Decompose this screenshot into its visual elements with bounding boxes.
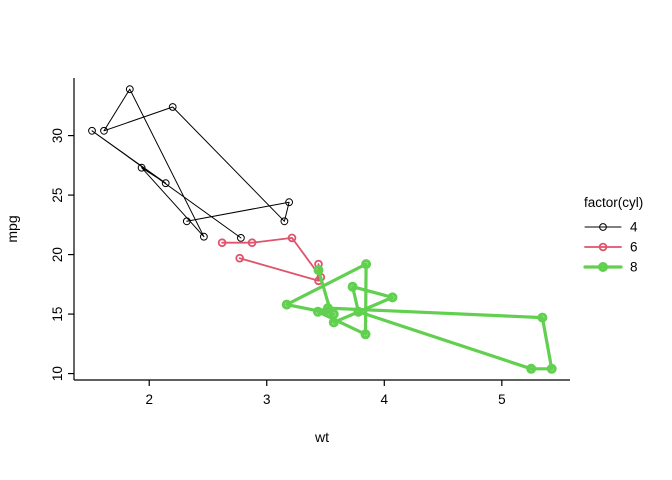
y-tick-label: 30 xyxy=(50,128,65,143)
series-line-cyl-4 xyxy=(91,88,290,239)
legend-label-6: 6 xyxy=(630,240,638,255)
data-point-cyl-6 xyxy=(235,253,245,263)
y-axis-title: mpg xyxy=(4,215,20,242)
y-tick-label: 20 xyxy=(50,247,65,262)
data-point-cyl-6 xyxy=(287,233,297,243)
data-point-cyl-4 xyxy=(285,198,294,207)
data-point-cyl-8 xyxy=(537,312,548,323)
data-point-cyl-8 xyxy=(353,306,364,317)
data-point-cyl-4 xyxy=(182,217,191,226)
data-point-cyl-4 xyxy=(125,85,134,94)
data-point-cyl-8 xyxy=(322,303,333,314)
legend-title: factor(cyl) xyxy=(584,195,643,210)
data-point-cyl-8 xyxy=(347,281,358,292)
data-point-cyl-8 xyxy=(312,306,323,317)
data-point-cyl-8 xyxy=(360,329,371,340)
x-tick-label: 4 xyxy=(381,392,389,407)
data-point-cyl-8 xyxy=(546,363,557,374)
x-axis-title: wt xyxy=(314,429,329,445)
legend-key-point-4 xyxy=(599,223,607,231)
data-point-cyl-8 xyxy=(361,259,372,270)
y-tick-label: 15 xyxy=(50,307,65,322)
legend-label-8: 8 xyxy=(630,260,638,275)
data-point-cyl-6 xyxy=(217,238,227,248)
data-point-cyl-8 xyxy=(387,292,398,303)
data-point-cyl-8 xyxy=(526,363,537,374)
legend-key-point-6 xyxy=(598,242,608,252)
data-point-cyl-4 xyxy=(137,163,146,172)
data-point-cyl-4 xyxy=(100,126,108,135)
data-point-cyl-8 xyxy=(313,265,324,276)
legend-label-4: 4 xyxy=(630,220,638,235)
data-point-cyl-4 xyxy=(161,179,170,188)
data-point-cyl-8 xyxy=(281,299,292,310)
legend-key-point-8 xyxy=(597,262,608,273)
y-tick-label: 25 xyxy=(50,188,65,203)
y-tick-label: 10 xyxy=(50,366,65,381)
data-point-cyl-6 xyxy=(247,238,257,248)
data-point-cyl-4 xyxy=(280,217,289,226)
data-point-cyl-4 xyxy=(200,232,208,241)
data-point-cyl-4 xyxy=(237,234,245,242)
series-line-cyl-8 xyxy=(285,262,554,371)
data-point-cyl-4 xyxy=(168,103,177,111)
x-tick-label: 3 xyxy=(263,392,271,407)
data-point-cyl-4 xyxy=(88,126,96,135)
x-tick-label: 2 xyxy=(145,392,153,407)
x-tick-label: 5 xyxy=(498,392,506,407)
data-point-cyl-8 xyxy=(328,309,339,320)
